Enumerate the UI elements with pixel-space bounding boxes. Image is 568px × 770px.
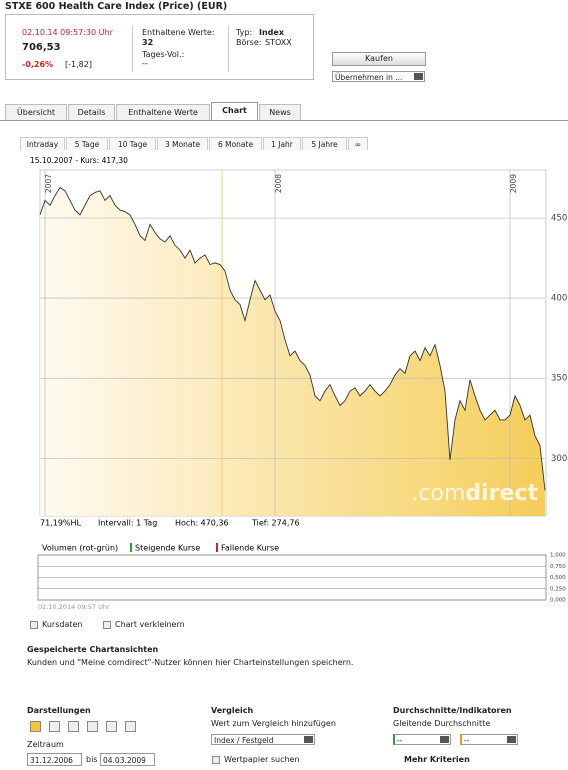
y-tick-label: 0,000	[550, 598, 566, 604]
link-icon	[30, 621, 38, 629]
price-line	[39, 186, 546, 491]
compare-title: Vergleich	[211, 706, 254, 715]
separator	[228, 26, 229, 72]
range-tab[interactable]: Intraday	[20, 137, 65, 150]
y-tick-label: 0,250	[550, 586, 566, 592]
range-tab[interactable]: 1 Jahr	[263, 137, 301, 150]
search-link[interactable]: Wertpapier suchen	[224, 755, 300, 764]
chart-type-icon[interactable]	[68, 721, 79, 732]
range-tab[interactable]: ∞	[348, 137, 368, 150]
y-tick-label: 1,000	[550, 553, 566, 559]
chart-stat: Hoch: 470,36	[175, 519, 229, 528]
ma-select[interactable]: --	[393, 734, 451, 745]
indicators-title: Durchschnitte/Indikatoren	[393, 706, 512, 715]
quote-change-pct: -0,26%	[22, 60, 54, 69]
saved-text: Kunden und "Meine comdirect"-Nutzer könn…	[27, 658, 354, 667]
range-tab[interactable]: 3 Monate	[157, 137, 208, 150]
tab[interactable]: Übersicht	[5, 104, 67, 120]
y-tick-label: 0,500	[550, 575, 566, 581]
tab-line	[0, 120, 568, 121]
legend-swatch	[130, 543, 132, 552]
select-text: Übernehmen in ...	[335, 73, 403, 82]
chart-type-icon[interactable]	[49, 721, 60, 732]
link[interactable]: Chart verkleinern	[115, 620, 185, 629]
y-tick-label: 350	[551, 374, 567, 384]
select-text: --	[397, 736, 403, 745]
legend-label: Steigende Kurse	[135, 544, 200, 553]
transfer-select[interactable]: Übernehmen in ...	[332, 71, 425, 82]
legend-label: Fallende Kurse	[221, 544, 279, 553]
x-tick-label: 2007	[44, 174, 53, 193]
more-link[interactable]: Mehr Kriterien	[404, 755, 470, 764]
buy-button[interactable]: Kaufen	[332, 52, 426, 66]
y-tick-label: 450	[551, 214, 567, 224]
select-text: --	[464, 736, 470, 745]
volume-title: Volumen (rot-grün)	[42, 544, 118, 553]
chart-type-icon[interactable]	[87, 721, 98, 732]
tab[interactable]: Details	[68, 104, 115, 120]
watermark-part: direct	[465, 481, 538, 506]
display-title: Darstellungen	[27, 706, 91, 715]
chart-stat: 71,19%HL	[40, 519, 82, 528]
range-tab[interactable]: 6 Monate	[209, 137, 262, 150]
y-tick-label: 300	[551, 454, 567, 464]
constituents-label: Enthaltene Werte:	[142, 28, 215, 37]
legend-swatch	[216, 543, 218, 552]
ma-select[interactable]: --	[460, 734, 518, 745]
tab[interactable]: Enthaltene Werte	[116, 104, 210, 120]
range-tab[interactable]: 5 Jahre	[302, 137, 347, 150]
quote-price: 706,53	[22, 42, 61, 53]
quote-box	[5, 14, 314, 80]
range-tab[interactable]: 10 Tage	[109, 137, 156, 150]
area-fill	[40, 187, 545, 517]
chart-stat: Tief: 274,76	[251, 519, 300, 528]
exchange: STOXX	[265, 38, 292, 47]
quote-change-abs: [-1,82]	[65, 60, 92, 69]
chart-stat: Intervall: 1 Tag	[98, 519, 157, 528]
y-tick-label: 0,750	[550, 564, 566, 570]
period-label: Zeitraum	[27, 740, 64, 749]
link-icon	[103, 621, 111, 629]
y-tick-label: 400	[551, 294, 567, 304]
type-label: Typ:	[236, 28, 253, 37]
tab[interactable]: Chart	[211, 102, 258, 120]
quote-datetime: 02.10.14 09:57:30 Uhr	[22, 28, 113, 37]
x-label: 02.10.2014 09:57 Uhr	[38, 603, 110, 611]
chart-type-icon[interactable]	[106, 721, 117, 732]
range-tab[interactable]: 5 Tage	[66, 137, 108, 150]
link[interactable]: Kursdaten	[42, 620, 83, 629]
volume-label: Tages-Vol.:	[142, 50, 185, 59]
saved-title: Gespeicherte Chartansichten	[27, 645, 159, 654]
volume: --	[142, 59, 148, 68]
page-title: STXE 600 Health Care Index (Price) (EUR)	[5, 1, 228, 12]
link-icon	[212, 756, 220, 764]
select-text: Index / Festgeld	[214, 736, 274, 745]
tab[interactable]: News	[259, 104, 301, 120]
compare-label: Wert zum Vergleich hinzufügen	[211, 719, 336, 728]
x-tick-label: 2009	[509, 174, 518, 193]
exchange-label: Börse:	[236, 38, 262, 47]
x-tick-label: 2008	[274, 174, 283, 193]
type: Index	[259, 28, 284, 37]
date-from[interactable]: 31.12.2006	[27, 753, 82, 766]
chart-type-icon[interactable]	[125, 721, 136, 732]
watermark: .comdirect	[411, 481, 538, 506]
compare-select[interactable]: Index / Festgeld	[211, 734, 315, 745]
separator	[132, 26, 133, 72]
constituents: 32	[142, 38, 154, 47]
watermark-part: .com	[411, 481, 465, 506]
cursor-label: 15.10.2007 - Kurs: 417,30	[30, 156, 128, 165]
to-label: bis	[86, 755, 98, 764]
chart-type-icon[interactable]	[30, 721, 41, 732]
date-to[interactable]: 04.03.2009	[100, 753, 155, 766]
indicators-label: Gleitende Durchschnitte	[393, 719, 491, 728]
